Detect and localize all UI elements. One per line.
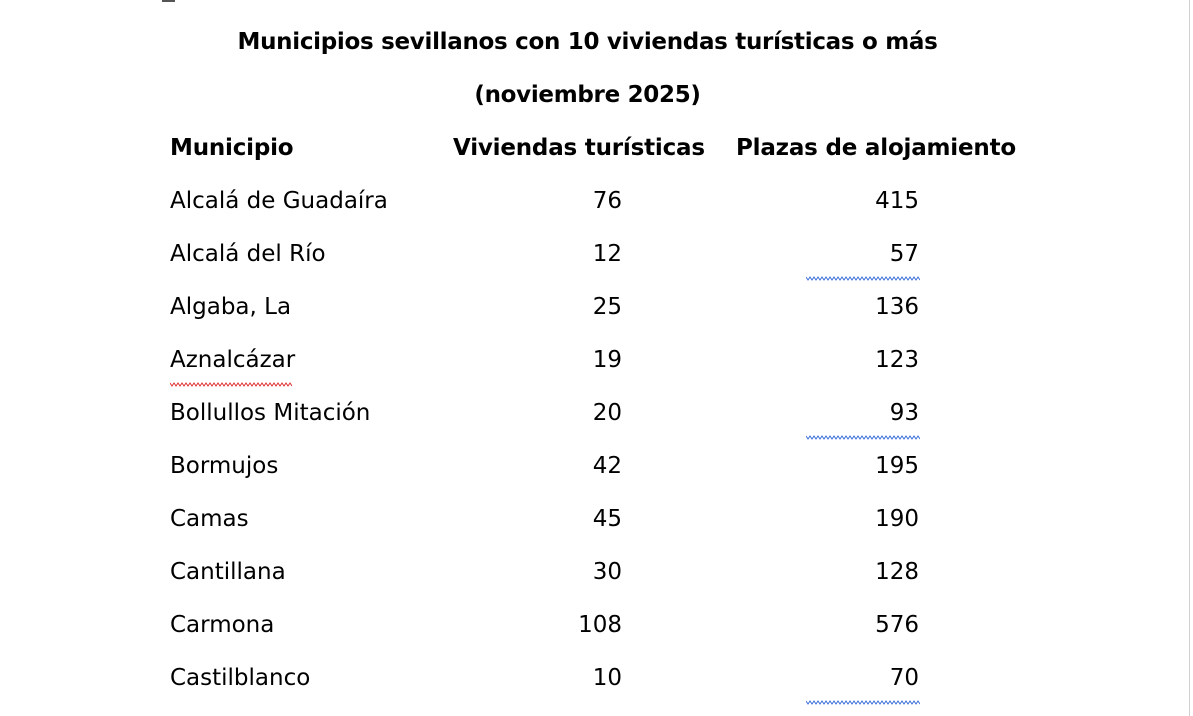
cursor-mark bbox=[162, 0, 175, 2]
cell-municipio: Carmona bbox=[170, 612, 275, 638]
cell-municipio: Bollullos Mitación bbox=[170, 400, 371, 426]
cell-plazas: 136 bbox=[875, 294, 919, 320]
cell-plazas: 70 bbox=[889, 665, 919, 691]
cell-municipio: Alcalá de Guadaíra bbox=[170, 188, 388, 214]
header-plazas: Plazas de alojamiento bbox=[736, 135, 1016, 161]
cell-municipio: Aznalcázar bbox=[170, 347, 296, 373]
cell-viviendas: 10 bbox=[592, 665, 622, 691]
cell-municipio: Algaba, La bbox=[170, 294, 292, 320]
header-municipio: Municipio bbox=[170, 135, 294, 161]
grammar-squiggle[interactable] bbox=[805, 690, 921, 705]
cell-viviendas: 42 bbox=[592, 453, 622, 479]
cell-plazas: 195 bbox=[875, 453, 919, 479]
cell-viviendas: 45 bbox=[592, 506, 622, 532]
cell-plazas: 57 bbox=[889, 241, 919, 267]
document-title: Municipios sevillanos con 10 viviendas t… bbox=[237, 29, 938, 55]
document-subtitle: (noviembre 2025) bbox=[474, 82, 701, 108]
cell-viviendas: 76 bbox=[592, 188, 622, 214]
cell-plazas: 415 bbox=[875, 188, 919, 214]
grammar-squiggle[interactable] bbox=[805, 425, 921, 440]
cell-viviendas: 108 bbox=[578, 612, 622, 638]
page-edge bbox=[1189, 0, 1190, 716]
cell-viviendas: 19 bbox=[592, 347, 622, 373]
header-viviendas: Viviendas turísticas bbox=[453, 135, 705, 161]
cell-municipio: Alcalá del Río bbox=[170, 241, 326, 267]
cell-plazas: 576 bbox=[875, 612, 919, 638]
cell-plazas: 190 bbox=[875, 506, 919, 532]
grammar-squiggle[interactable] bbox=[805, 266, 921, 281]
cell-plazas: 128 bbox=[875, 559, 919, 585]
cell-municipio: Castilblanco bbox=[170, 665, 311, 691]
cell-viviendas: 12 bbox=[592, 241, 622, 267]
cell-municipio: Bormujos bbox=[170, 453, 279, 479]
cell-viviendas: 25 bbox=[592, 294, 622, 320]
cell-plazas: 123 bbox=[875, 347, 919, 373]
cell-municipio: Cantillana bbox=[170, 559, 286, 585]
cell-viviendas: 30 bbox=[592, 559, 622, 585]
cell-viviendas: 20 bbox=[592, 400, 622, 426]
cell-municipio: Camas bbox=[170, 506, 249, 532]
spelling-squiggle[interactable] bbox=[169, 372, 293, 387]
cell-plazas: 93 bbox=[889, 400, 919, 426]
